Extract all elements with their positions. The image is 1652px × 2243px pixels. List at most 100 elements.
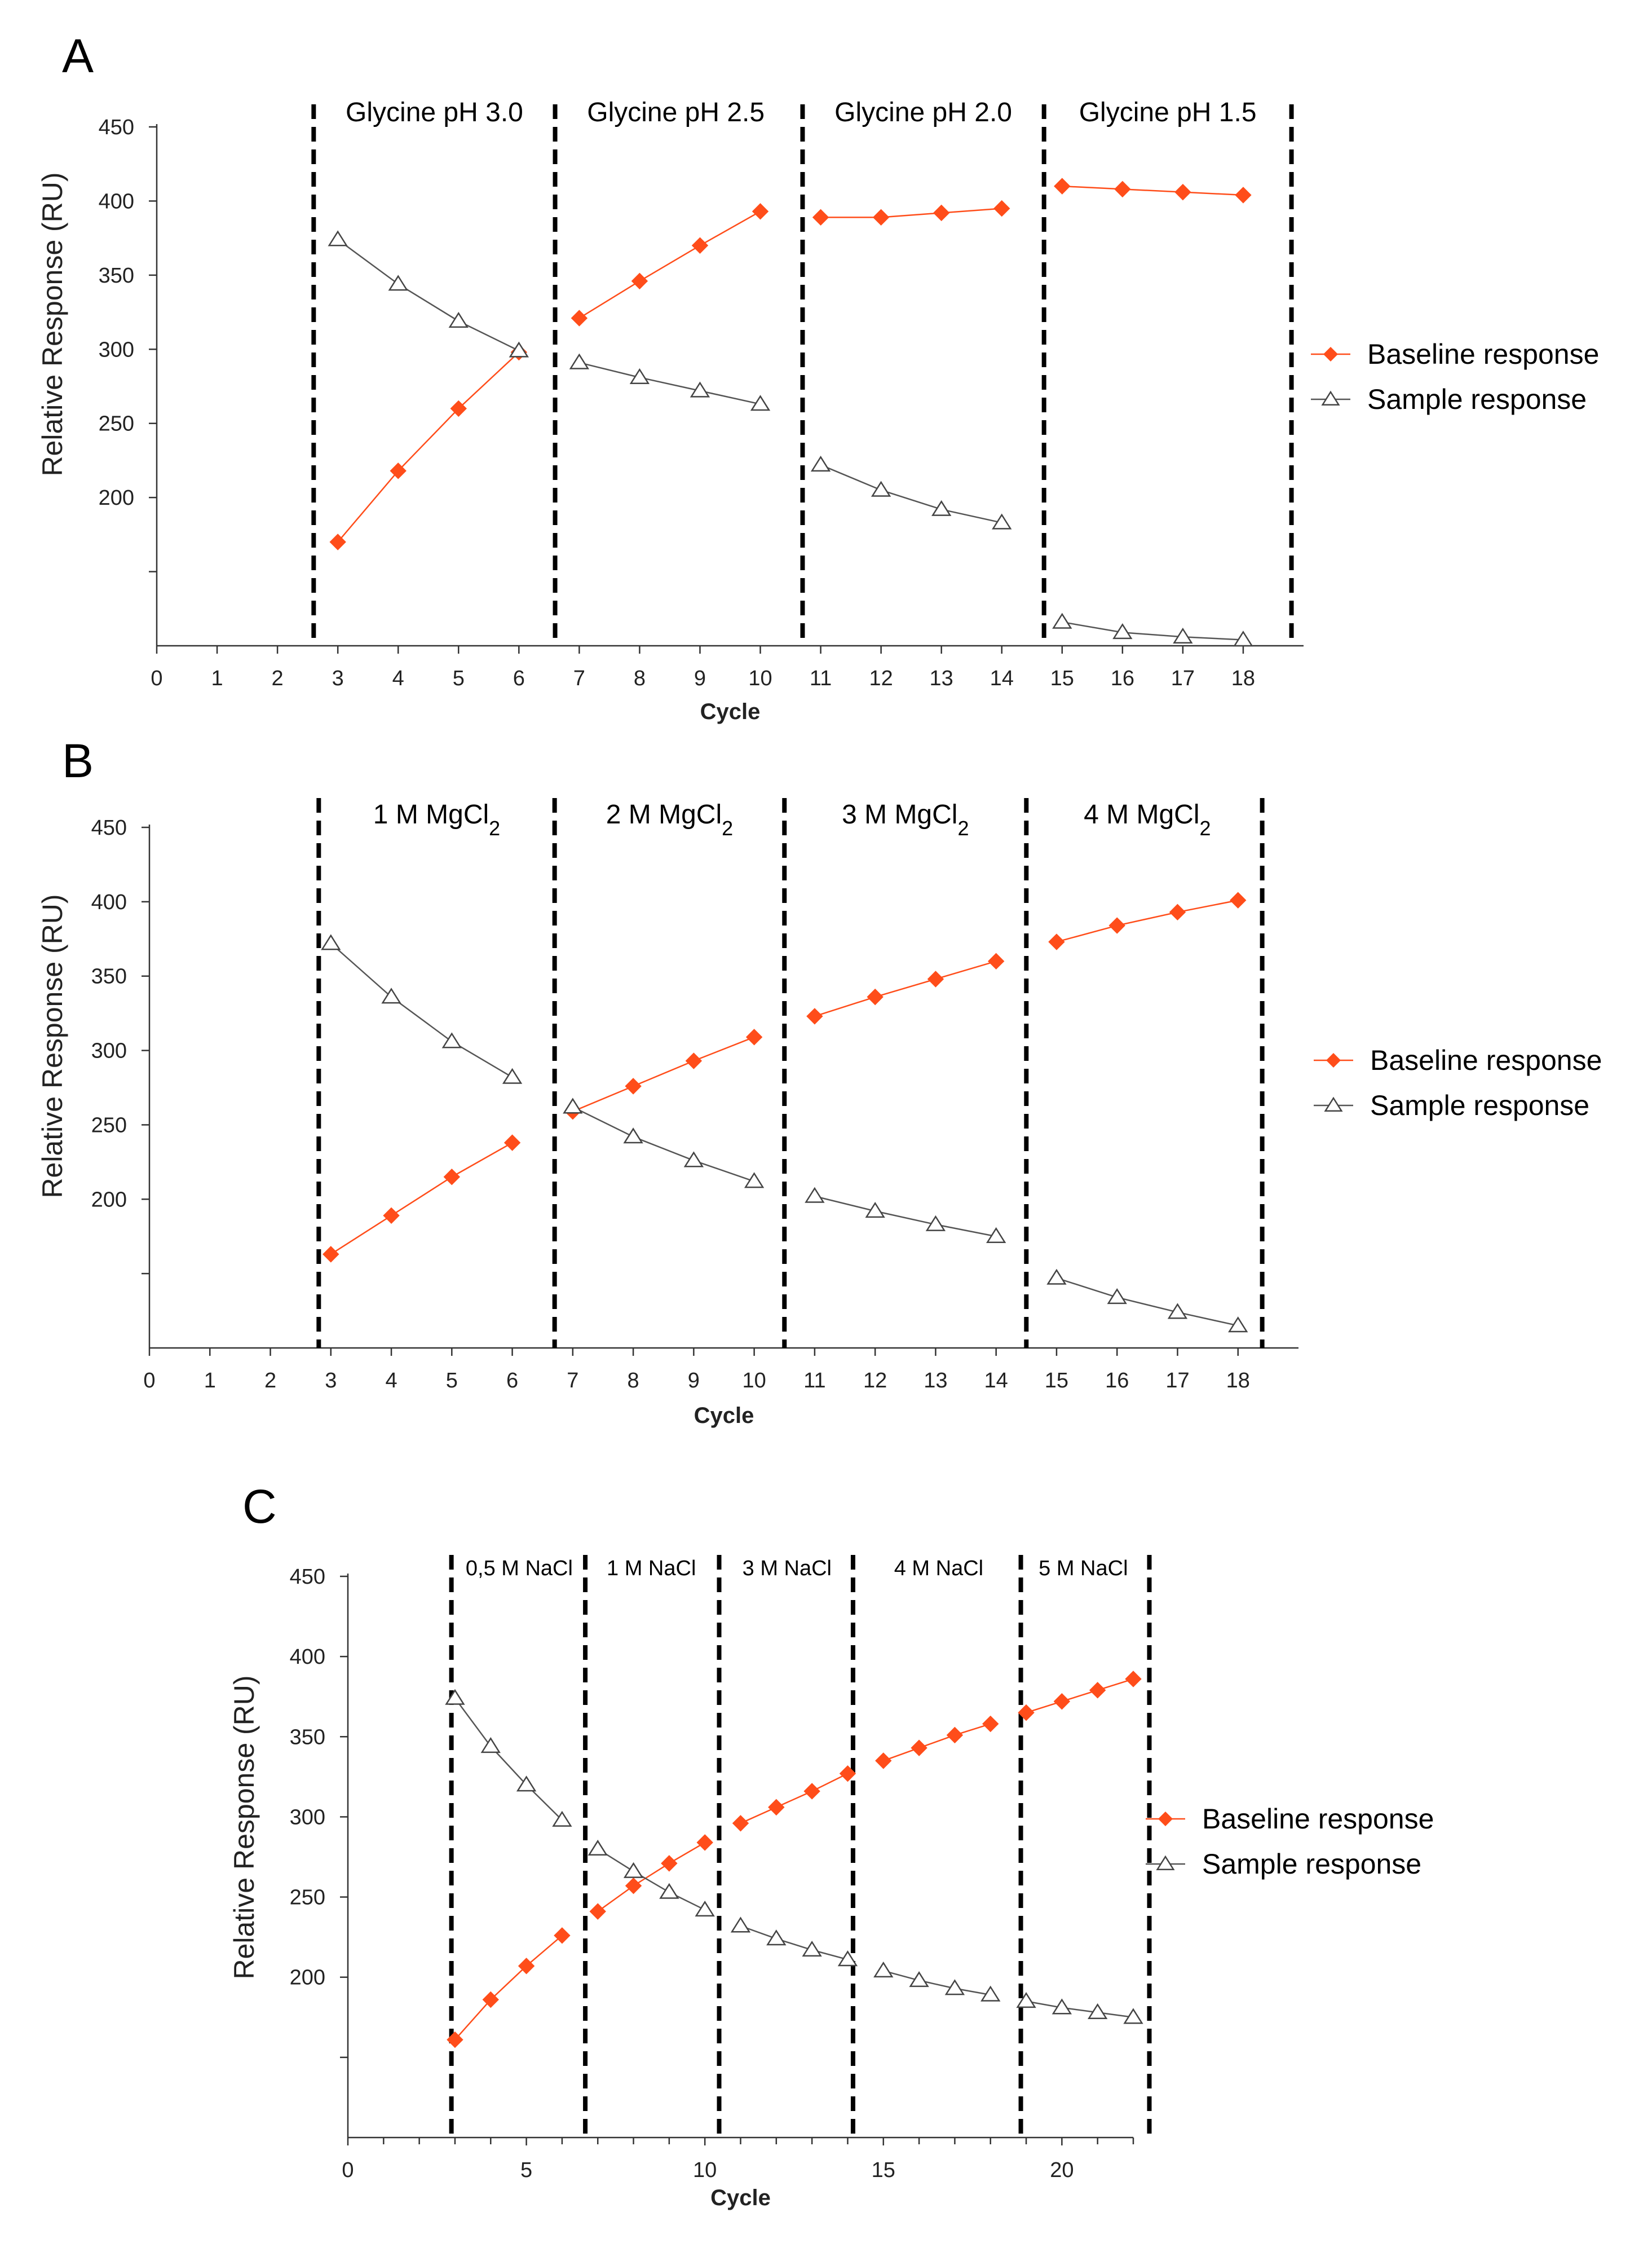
sample-point [381, 988, 401, 1004]
sample-point [805, 1187, 825, 1203]
baseline-point [447, 2031, 463, 2048]
sample-point [1167, 1303, 1188, 1319]
x-tick-label: 0 [143, 1369, 155, 1392]
y-axis-title: Relative Response (RU) [228, 1675, 260, 1979]
segment-label: 2 M MgCl2 [606, 800, 733, 840]
y-tick-label: 200 [290, 1966, 325, 1990]
baseline-point [554, 1927, 571, 1944]
x-tick-label: 20 [1050, 2158, 1074, 2182]
x-tick-label: 6 [506, 1369, 518, 1392]
sample-series-line [1026, 2000, 1134, 2019]
baseline-point [661, 1855, 678, 1872]
x-tick-label: 5 [446, 1369, 458, 1392]
y-tick-label: 350 [99, 264, 134, 288]
sample-series-line [883, 1970, 991, 1996]
segment-label: 4 M MgCl2 [1084, 800, 1211, 840]
sample-series-line [337, 239, 519, 352]
baseline-point [589, 1903, 606, 1920]
x-tick-label: 8 [628, 1369, 639, 1392]
y-tick-label: 400 [99, 190, 134, 213]
baseline-point [927, 971, 944, 988]
y-tick-label: 450 [290, 1565, 325, 1589]
baseline-point [450, 400, 467, 417]
x-tick-label: 18 [1231, 667, 1255, 690]
x-tick-label: 5 [520, 2158, 532, 2182]
sample-point [871, 481, 891, 497]
baseline-point [631, 272, 648, 290]
sample-point [588, 1839, 608, 1856]
sample-point [480, 1737, 501, 1753]
baseline-point [946, 1726, 964, 1744]
baseline-point [875, 1752, 892, 1769]
x-axis-title: Cycle [694, 1403, 754, 1428]
segment-label: Glycine pH 2.0 [834, 98, 1012, 127]
x-tick-label: 16 [1111, 667, 1134, 690]
y-tick-label: 450 [91, 816, 127, 840]
x-tick-label: 15 [1045, 1369, 1068, 1392]
legend-label: Sample response [1370, 1090, 1589, 1121]
legend-label: Sample response [1367, 384, 1587, 415]
baseline-point [1114, 180, 1131, 198]
sample-point [1233, 631, 1253, 647]
y-tick-label: 300 [99, 338, 134, 362]
baseline-point [839, 1765, 856, 1782]
panel-c-chart: 200 250 300 350 400 450 0 5 10 15 20 Cycle Relative … [228, 1555, 1434, 2210]
y-tick-label: 250 [91, 1113, 127, 1137]
x-tick-label: 13 [924, 1369, 947, 1392]
baseline-point [503, 1134, 521, 1151]
sample-point [992, 513, 1012, 530]
sample-point [1228, 1316, 1248, 1333]
segment-label: 0,5 M NaCl [466, 1557, 573, 1580]
x-tick-label: 18 [1226, 1369, 1250, 1392]
x-axis-title: Cycle [710, 2185, 771, 2210]
baseline-point [806, 1008, 823, 1025]
legend-marker-diamond [1158, 1812, 1173, 1826]
baseline-point [1108, 917, 1125, 934]
y-tick-label: 300 [91, 1039, 127, 1063]
sample-point [695, 1900, 715, 1917]
sample-series-line [454, 1698, 563, 1821]
sample-series-line [820, 464, 1002, 524]
y-tick-label: 350 [290, 1725, 325, 1749]
segment-label: 1 M NaCl [607, 1557, 696, 1580]
baseline-series-line [597, 1841, 705, 1913]
sample-point [925, 1215, 946, 1231]
baseline-point [732, 1815, 749, 1832]
y-tick-label: 250 [99, 412, 134, 436]
sample-point [909, 1971, 929, 1988]
sample-point [1112, 623, 1133, 640]
baseline-series-line [337, 351, 520, 543]
baseline-point [1048, 933, 1065, 950]
legend-marker-diamond [1323, 347, 1338, 362]
sample-point [441, 1032, 462, 1048]
sample-point [569, 353, 590, 369]
baseline-series-line [814, 960, 997, 1017]
segment-label: Glycine pH 1.5 [1079, 98, 1257, 127]
sample-point [980, 1985, 1001, 2002]
x-tick-label: 17 [1171, 667, 1195, 690]
sample-point [509, 341, 529, 358]
baseline-point [329, 534, 346, 550]
sample-point [865, 1202, 885, 1218]
baseline-point [443, 1169, 461, 1186]
baseline-series-line [883, 1723, 991, 1762]
baseline-point [1054, 178, 1071, 195]
baseline-point [518, 1958, 535, 1975]
legend-label: Baseline response [1370, 1045, 1602, 1076]
panel-letter-c: C [242, 1480, 277, 1533]
x-tick-label: 1 [204, 1369, 216, 1392]
y-tick-label: 200 [99, 486, 134, 510]
sample-point [629, 368, 650, 384]
baseline-point [911, 1739, 927, 1756]
sample-point [448, 311, 469, 328]
segment-label: 3 M MgCl2 [842, 800, 969, 840]
x-tick-label: 12 [869, 667, 893, 690]
x-tick-label: 14 [984, 1369, 1008, 1392]
sample-point [321, 934, 341, 950]
sample-series-line [814, 1195, 996, 1237]
x-tick-label: 8 [634, 667, 646, 690]
y-tick-label: 400 [290, 1645, 325, 1669]
legend-marker-triangle [1321, 390, 1340, 406]
